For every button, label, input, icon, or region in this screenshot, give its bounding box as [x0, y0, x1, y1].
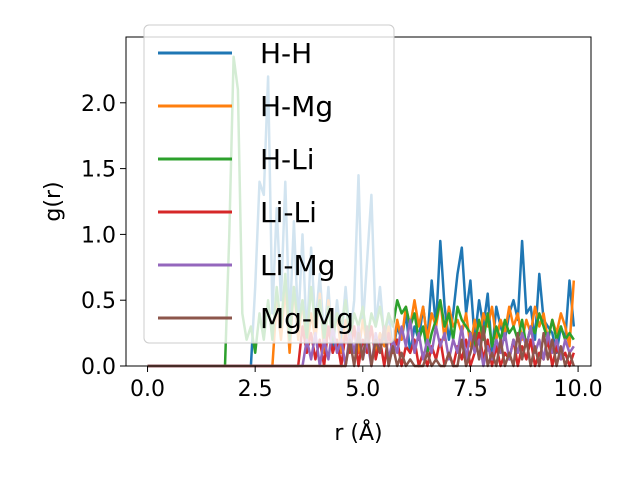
y-tick-label: 1.5	[81, 158, 116, 183]
x-tick-label: 10.0	[554, 377, 603, 402]
y-tick-label: 1.0	[81, 223, 116, 248]
series-line-li-li	[147, 325, 575, 368]
legend-label: H-Mg	[260, 90, 333, 123]
y-tick-label: 2.0	[81, 92, 116, 117]
legend-label: Mg-Mg	[260, 302, 354, 335]
x-tick-label: 7.5	[453, 377, 488, 402]
x-tick-label: 5.0	[345, 377, 380, 402]
y-axis-label: g(r)	[41, 181, 66, 221]
y-tick-label: 0.0	[81, 355, 116, 380]
legend-label: Li-Mg	[260, 249, 335, 282]
legend-label: H-H	[260, 37, 312, 70]
series-line-li-mg	[147, 318, 575, 368]
legend-label: Li-Li	[260, 196, 317, 229]
y-tick-label: 0.5	[81, 289, 116, 314]
x-tick-label: 0.0	[130, 377, 165, 402]
legend-label: H-Li	[260, 143, 315, 176]
legend: H-H H-Mg H-Li Li-Li Li-Mg Mg-Mg	[143, 24, 395, 344]
x-tick-label: 2.5	[238, 377, 273, 402]
x-axis-label: r (Å)	[334, 419, 382, 446]
legend-box	[143, 24, 395, 344]
x-axis: 0.0 2.5 5.0 7.5 10.0	[130, 366, 603, 402]
y-axis: 0.0 0.5 1.0 1.5 2.0	[81, 92, 126, 380]
